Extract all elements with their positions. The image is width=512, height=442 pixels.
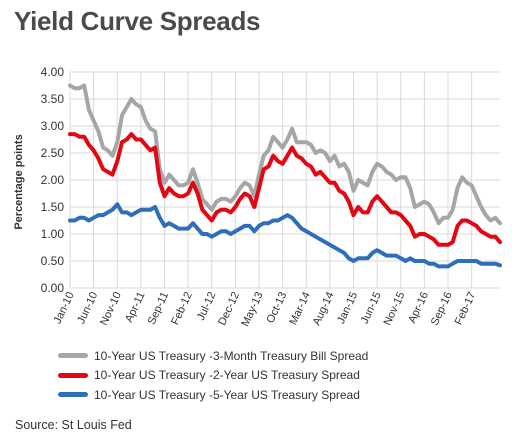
x-tick-label: May-13	[239, 290, 265, 328]
x-tick-label: Feb-17	[453, 290, 479, 327]
chart-title: Yield Curve Spreads	[14, 6, 261, 36]
legend-swatch-5-year	[58, 392, 88, 398]
chart-legend: 10-Year US Treasury -3-Month Treasury Bi…	[58, 346, 368, 405]
legend-swatch-2-year	[58, 372, 88, 378]
source-note: Source: St Louis Fed	[15, 418, 132, 432]
x-tick-label: Dec-12	[216, 290, 242, 327]
legend-item-5-year: 10-Year US Treasury -5-Year US Treasury …	[58, 385, 368, 405]
y-tick-label: 1.00	[41, 227, 65, 241]
series-line-3-month	[68, 83, 502, 226]
x-tick-label: Jan-10	[52, 290, 77, 326]
legend-item-2-year: 10-Year US Treasury -2-Year US Treasury …	[58, 366, 368, 386]
legend-label-2-year: 10-Year US Treasury -2-Year US Treasury …	[94, 368, 360, 383]
x-tick-label: Jun-10	[75, 290, 100, 326]
y-axis-label: Percentage points	[13, 134, 25, 229]
x-tick-label: Oct-13	[265, 290, 290, 325]
yield-spread-chart: 0.00 0.50 1.00 1.50 2.00 2.50 3.00 3.50 4.00 Jan…	[13, 65, 502, 329]
series-layer	[68, 83, 502, 269]
x-tick-label: Aug-14	[311, 290, 337, 327]
y-tick-label: 2.50	[41, 146, 65, 160]
y-tick-label: 0.00	[41, 281, 65, 295]
legend-label-5-year: 10-Year US Treasury -5-Year US Treasury …	[94, 387, 360, 402]
y-tick-label: 0.50	[41, 254, 65, 268]
x-tick-label: Jan-15	[335, 290, 360, 326]
legend-label-3-month: 10-Year US Treasury -3-Month Treasury Bi…	[94, 348, 369, 363]
series-line-2-year	[68, 132, 502, 247]
legend-item-3-month: 10-Year US Treasury -3-Month Treasury Bi…	[58, 346, 368, 366]
y-tick-label: 3.50	[41, 92, 65, 106]
x-tick-label: Jul-12	[195, 290, 219, 322]
x-tick-label: Mar-14	[287, 290, 313, 327]
x-tick-label: Jun-15	[359, 290, 384, 326]
x-tick-label: Apr-11	[123, 290, 147, 324]
y-tick-label: 1.50	[41, 200, 65, 214]
x-tick-label: Apr-16	[406, 290, 431, 325]
x-tick-label: Sep-11	[146, 290, 172, 326]
y-axis: 0.00 0.50 1.00 1.50 2.00 2.50 3.00 3.50 4.00	[41, 65, 65, 295]
x-tick-label: Nov-15	[382, 290, 408, 327]
legend-swatch-3-month	[58, 353, 88, 359]
x-tick-label: Feb-12	[169, 290, 195, 327]
series-line-5-year	[68, 202, 502, 269]
y-tick-label: 3.00	[41, 119, 65, 133]
x-tick-label: Nov-10	[98, 290, 124, 327]
x-tick-label: Sep-16	[429, 290, 455, 327]
y-tick-label: 4.00	[41, 65, 65, 79]
y-tick-label: 2.00	[41, 173, 65, 187]
